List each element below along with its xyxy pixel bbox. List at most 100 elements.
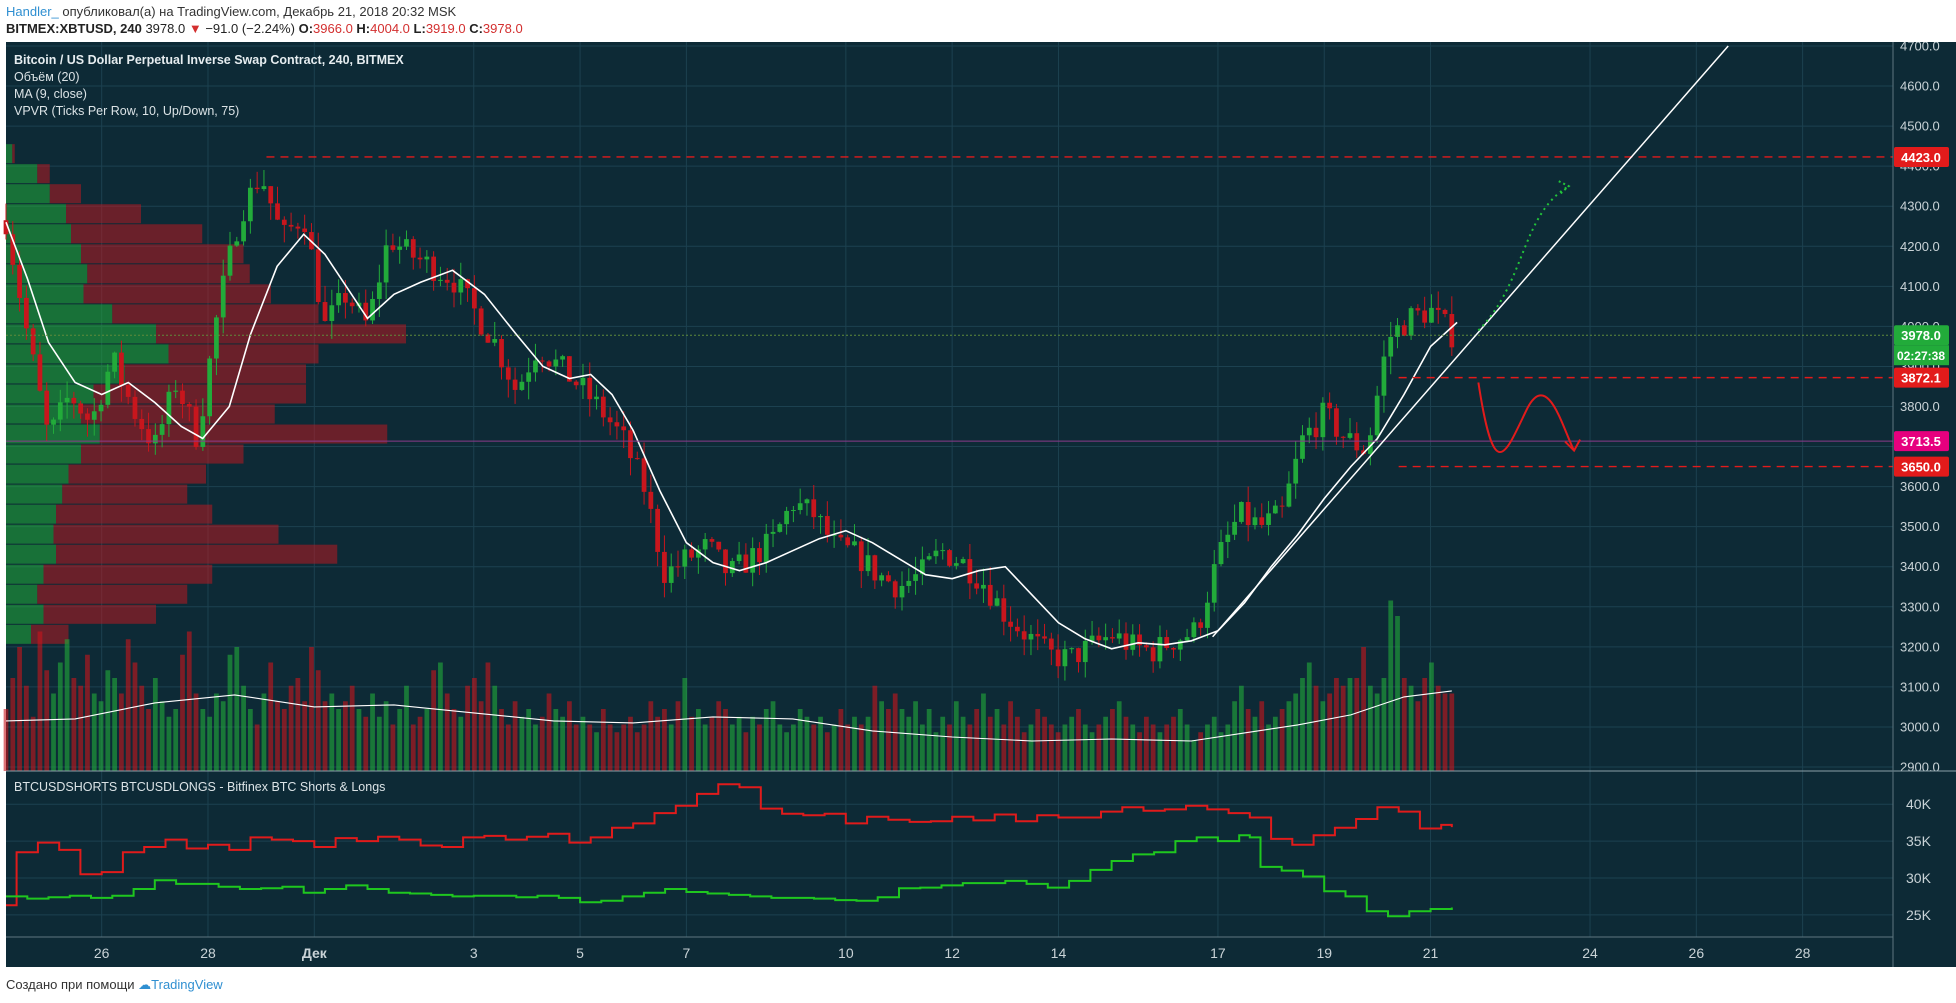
candle-body xyxy=(634,458,640,460)
volume-bar xyxy=(580,716,586,771)
vpvr-down-bar xyxy=(49,184,81,204)
volume-bar xyxy=(634,732,640,771)
volume-bar xyxy=(1367,685,1373,771)
price-axis-marker-text: 3872.1 xyxy=(1901,371,1941,386)
volume-bar xyxy=(1313,685,1319,771)
candle-body xyxy=(146,429,151,444)
candle-body xyxy=(811,499,817,518)
vpvr-down-bar xyxy=(71,224,203,244)
bearish-arrow-head xyxy=(1564,439,1581,453)
price-axis-label: 4600.0 xyxy=(1900,79,1940,94)
candle-body xyxy=(1334,408,1339,437)
price-axis-marker xyxy=(1894,367,1949,388)
candle-body xyxy=(1415,308,1421,311)
volume-bar xyxy=(71,678,77,771)
candle-body xyxy=(499,339,504,368)
vpvr-down-bar xyxy=(43,604,156,624)
volume-bar xyxy=(1266,724,1271,771)
candle-body xyxy=(193,406,199,447)
volume-bar xyxy=(64,639,70,771)
time-axis-label: 10 xyxy=(838,945,854,961)
candle-body xyxy=(1245,502,1251,526)
candle-body xyxy=(1015,626,1020,632)
candle-body xyxy=(1130,634,1136,650)
volume-bar xyxy=(1069,716,1075,771)
candle-body xyxy=(1340,436,1346,438)
candle-body xyxy=(315,249,321,303)
candle-body xyxy=(458,279,464,293)
candle-body xyxy=(471,288,477,309)
candle-body xyxy=(824,516,830,535)
candle-body xyxy=(913,574,918,581)
volume-bar xyxy=(926,709,932,771)
volume-bar xyxy=(234,647,240,771)
candle-body xyxy=(1103,637,1109,641)
candle-body xyxy=(940,550,946,552)
price-axis-background xyxy=(1893,42,1956,967)
candle-body xyxy=(302,228,308,233)
publish-info: Handler_ опубликовал(а) на TradingView.c… xyxy=(6,4,456,19)
candle-body xyxy=(607,417,613,423)
candle-body xyxy=(139,418,145,430)
volume-bar xyxy=(791,724,796,771)
volume-bar xyxy=(1211,716,1217,771)
volume-bar xyxy=(376,716,382,771)
candle-body xyxy=(1137,634,1142,646)
volume-bar xyxy=(553,709,559,771)
volume-bar xyxy=(763,709,769,771)
volume-bar xyxy=(940,716,946,771)
volume-bar xyxy=(1157,732,1163,771)
created-with-text: Создано при помощи xyxy=(6,977,135,992)
volume-bar xyxy=(343,701,348,771)
candle-body xyxy=(831,534,837,536)
volume-bar xyxy=(1401,678,1407,771)
time-axis-label: 24 xyxy=(1582,945,1598,961)
volume-bar xyxy=(682,678,688,771)
candle-body xyxy=(791,510,796,512)
candle-body xyxy=(567,356,572,382)
candle-body xyxy=(560,356,565,360)
legend-ma: MA (9, close) xyxy=(14,87,87,101)
candle-body xyxy=(1327,402,1333,409)
volume-bar xyxy=(1395,616,1400,771)
candle-body xyxy=(994,598,1000,606)
author-link[interactable]: Handler_ xyxy=(6,4,59,19)
vpvr-up-bar xyxy=(6,184,50,204)
volume-bar xyxy=(139,685,145,771)
candle-body xyxy=(1279,505,1285,507)
tradingview-logo-link[interactable]: ☁TradingView xyxy=(138,977,223,992)
volume-bar xyxy=(784,732,789,771)
volume-bar xyxy=(729,724,735,771)
candle-body xyxy=(329,305,335,321)
volume-bar xyxy=(1001,724,1007,771)
bearish-projection-arrow xyxy=(1477,382,1575,454)
candle-body xyxy=(1076,648,1081,663)
chart-background xyxy=(6,42,1893,967)
candle-body xyxy=(125,385,131,397)
candle-body xyxy=(689,549,694,558)
publish-text: опубликовал(а) на TradingView.com, Декаб… xyxy=(62,4,457,19)
candle-body xyxy=(1198,622,1204,628)
candle-body xyxy=(845,537,851,546)
candle-body xyxy=(390,245,396,250)
candle-body xyxy=(967,559,973,584)
volume-bar xyxy=(159,701,165,771)
candle-body xyxy=(288,224,294,227)
candle-body xyxy=(23,297,29,329)
candle-body xyxy=(519,381,525,390)
candle-body xyxy=(10,234,16,265)
volume-bar xyxy=(268,662,274,771)
candle-body xyxy=(573,381,579,386)
volume-bar xyxy=(1191,740,1197,771)
volume-bar xyxy=(207,716,213,771)
volume-bar xyxy=(438,662,443,771)
candle-body xyxy=(750,548,756,573)
candle-body xyxy=(336,293,341,306)
candle-body xyxy=(1232,521,1237,535)
volume-bar xyxy=(186,631,192,771)
candle-body xyxy=(295,226,301,229)
volume-bar xyxy=(1110,709,1115,771)
candle-body xyxy=(1429,307,1434,323)
chart-canvas[interactable]: 2900.0 3000.0 3100.0 3200.0 3300.0 3400.0 3500… xyxy=(0,42,1956,972)
vpvr-down-bar xyxy=(81,404,275,424)
